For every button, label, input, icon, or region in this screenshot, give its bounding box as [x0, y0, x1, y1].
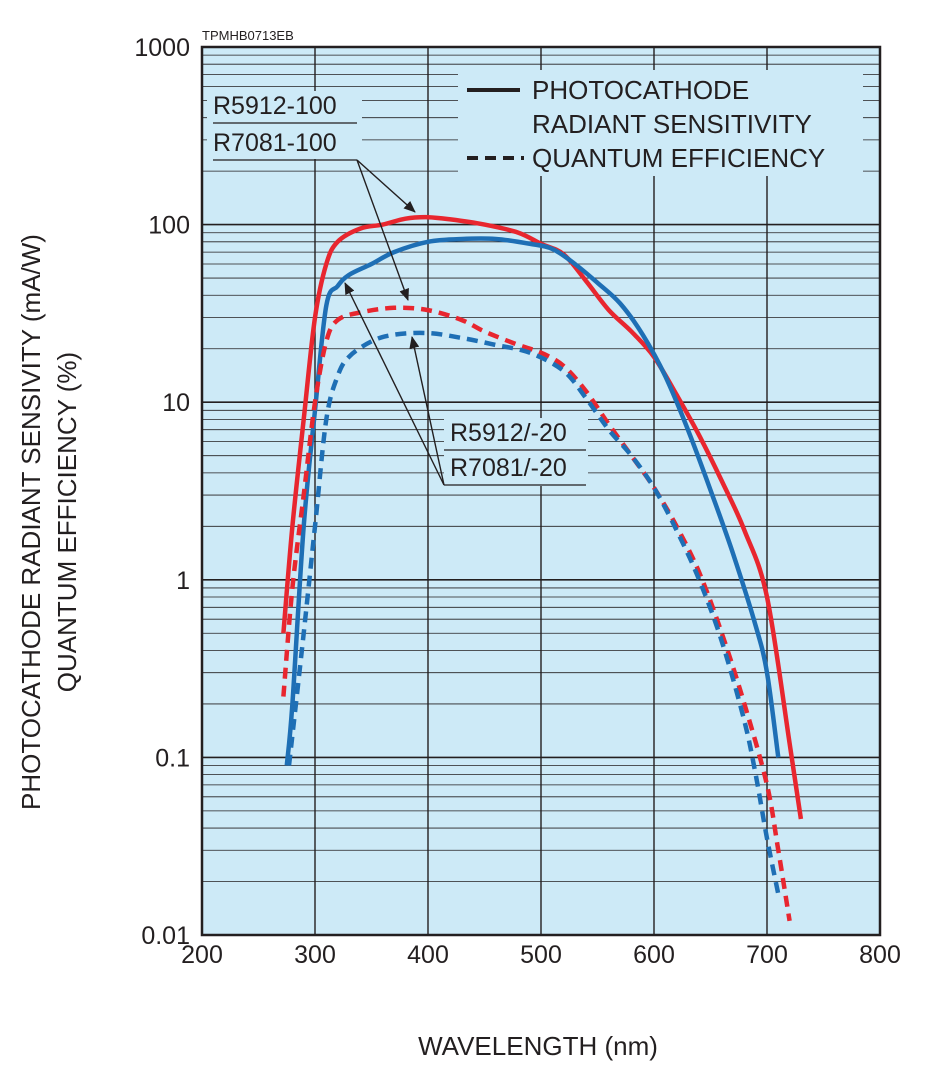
- legend-solid-label-line1: PHOTOCATHODE: [532, 75, 749, 105]
- callout-upper-label-2: R7081-100: [213, 129, 337, 157]
- y-axis-title-line2: QUANTUM EFFICIENCY (%): [52, 352, 82, 692]
- y-tick-label: 1000: [134, 34, 190, 62]
- y-tick-labels: 0.01 0.1 1 10 100 1000: [134, 34, 190, 950]
- x-axis-title: WAVELENGTH (nm): [418, 1031, 658, 1061]
- series-group: [281, 214, 804, 922]
- callout-upper-arrow-2: [356, 159, 409, 301]
- legend-background: [458, 70, 863, 176]
- legend: PHOTOCATHODE RADIANT SENSITIVITY QUANTUM…: [458, 70, 863, 176]
- series-line-red-solid: [281, 214, 804, 820]
- plot-frame: [200, 45, 882, 937]
- y-tick-label: 10: [162, 389, 190, 417]
- callout-upper-arrow-1: [356, 159, 416, 213]
- x-tick-labels: 200 300 400 500 600 700 800: [181, 941, 901, 969]
- callout-lower: R5912/-20 R7081/-20: [344, 282, 588, 486]
- series-line-red-dashed: [281, 305, 792, 922]
- x-tick-label: 800: [859, 941, 901, 969]
- y-tick-label: 0.01: [141, 922, 190, 950]
- callout-upper-label-1: R5912-100: [213, 92, 337, 120]
- callout-lower-label-2: R7081/-20: [450, 454, 567, 482]
- x-tick-label: 300: [294, 941, 336, 969]
- series-line-blue-dashed: [286, 330, 781, 895]
- callout-upper-background: [207, 91, 362, 159]
- y-tick-label: 0.1: [155, 744, 190, 772]
- y-axis-title-line1: PHOTOCATHODE RADIANT SENSIVITY (mA/W): [16, 234, 46, 810]
- x-tick-label: 200: [181, 941, 223, 969]
- x-tick-label: 700: [746, 941, 788, 969]
- callout-lower-background: [444, 418, 588, 486]
- callout-lower-arrow-1: [344, 282, 445, 486]
- x-tick-label: 400: [407, 941, 449, 969]
- figure-code: TPMHB0713EB: [202, 28, 294, 43]
- y-tick-label: 1: [176, 567, 190, 595]
- x-tick-label: 500: [520, 941, 562, 969]
- y-tick-label: 100: [148, 212, 190, 240]
- legend-dashed-label: QUANTUM EFFICIENCY: [532, 143, 825, 173]
- callout-upper: R5912-100 R7081-100: [207, 91, 416, 301]
- callout-lower-label-1: R5912/-20: [450, 419, 567, 447]
- legend-solid-label-line2: RADIANT SENSITIVITY: [532, 109, 812, 139]
- series-line-blue-solid: [284, 236, 781, 766]
- x-tick-label: 600: [633, 941, 675, 969]
- callout-lower-arrow-2: [409, 336, 445, 486]
